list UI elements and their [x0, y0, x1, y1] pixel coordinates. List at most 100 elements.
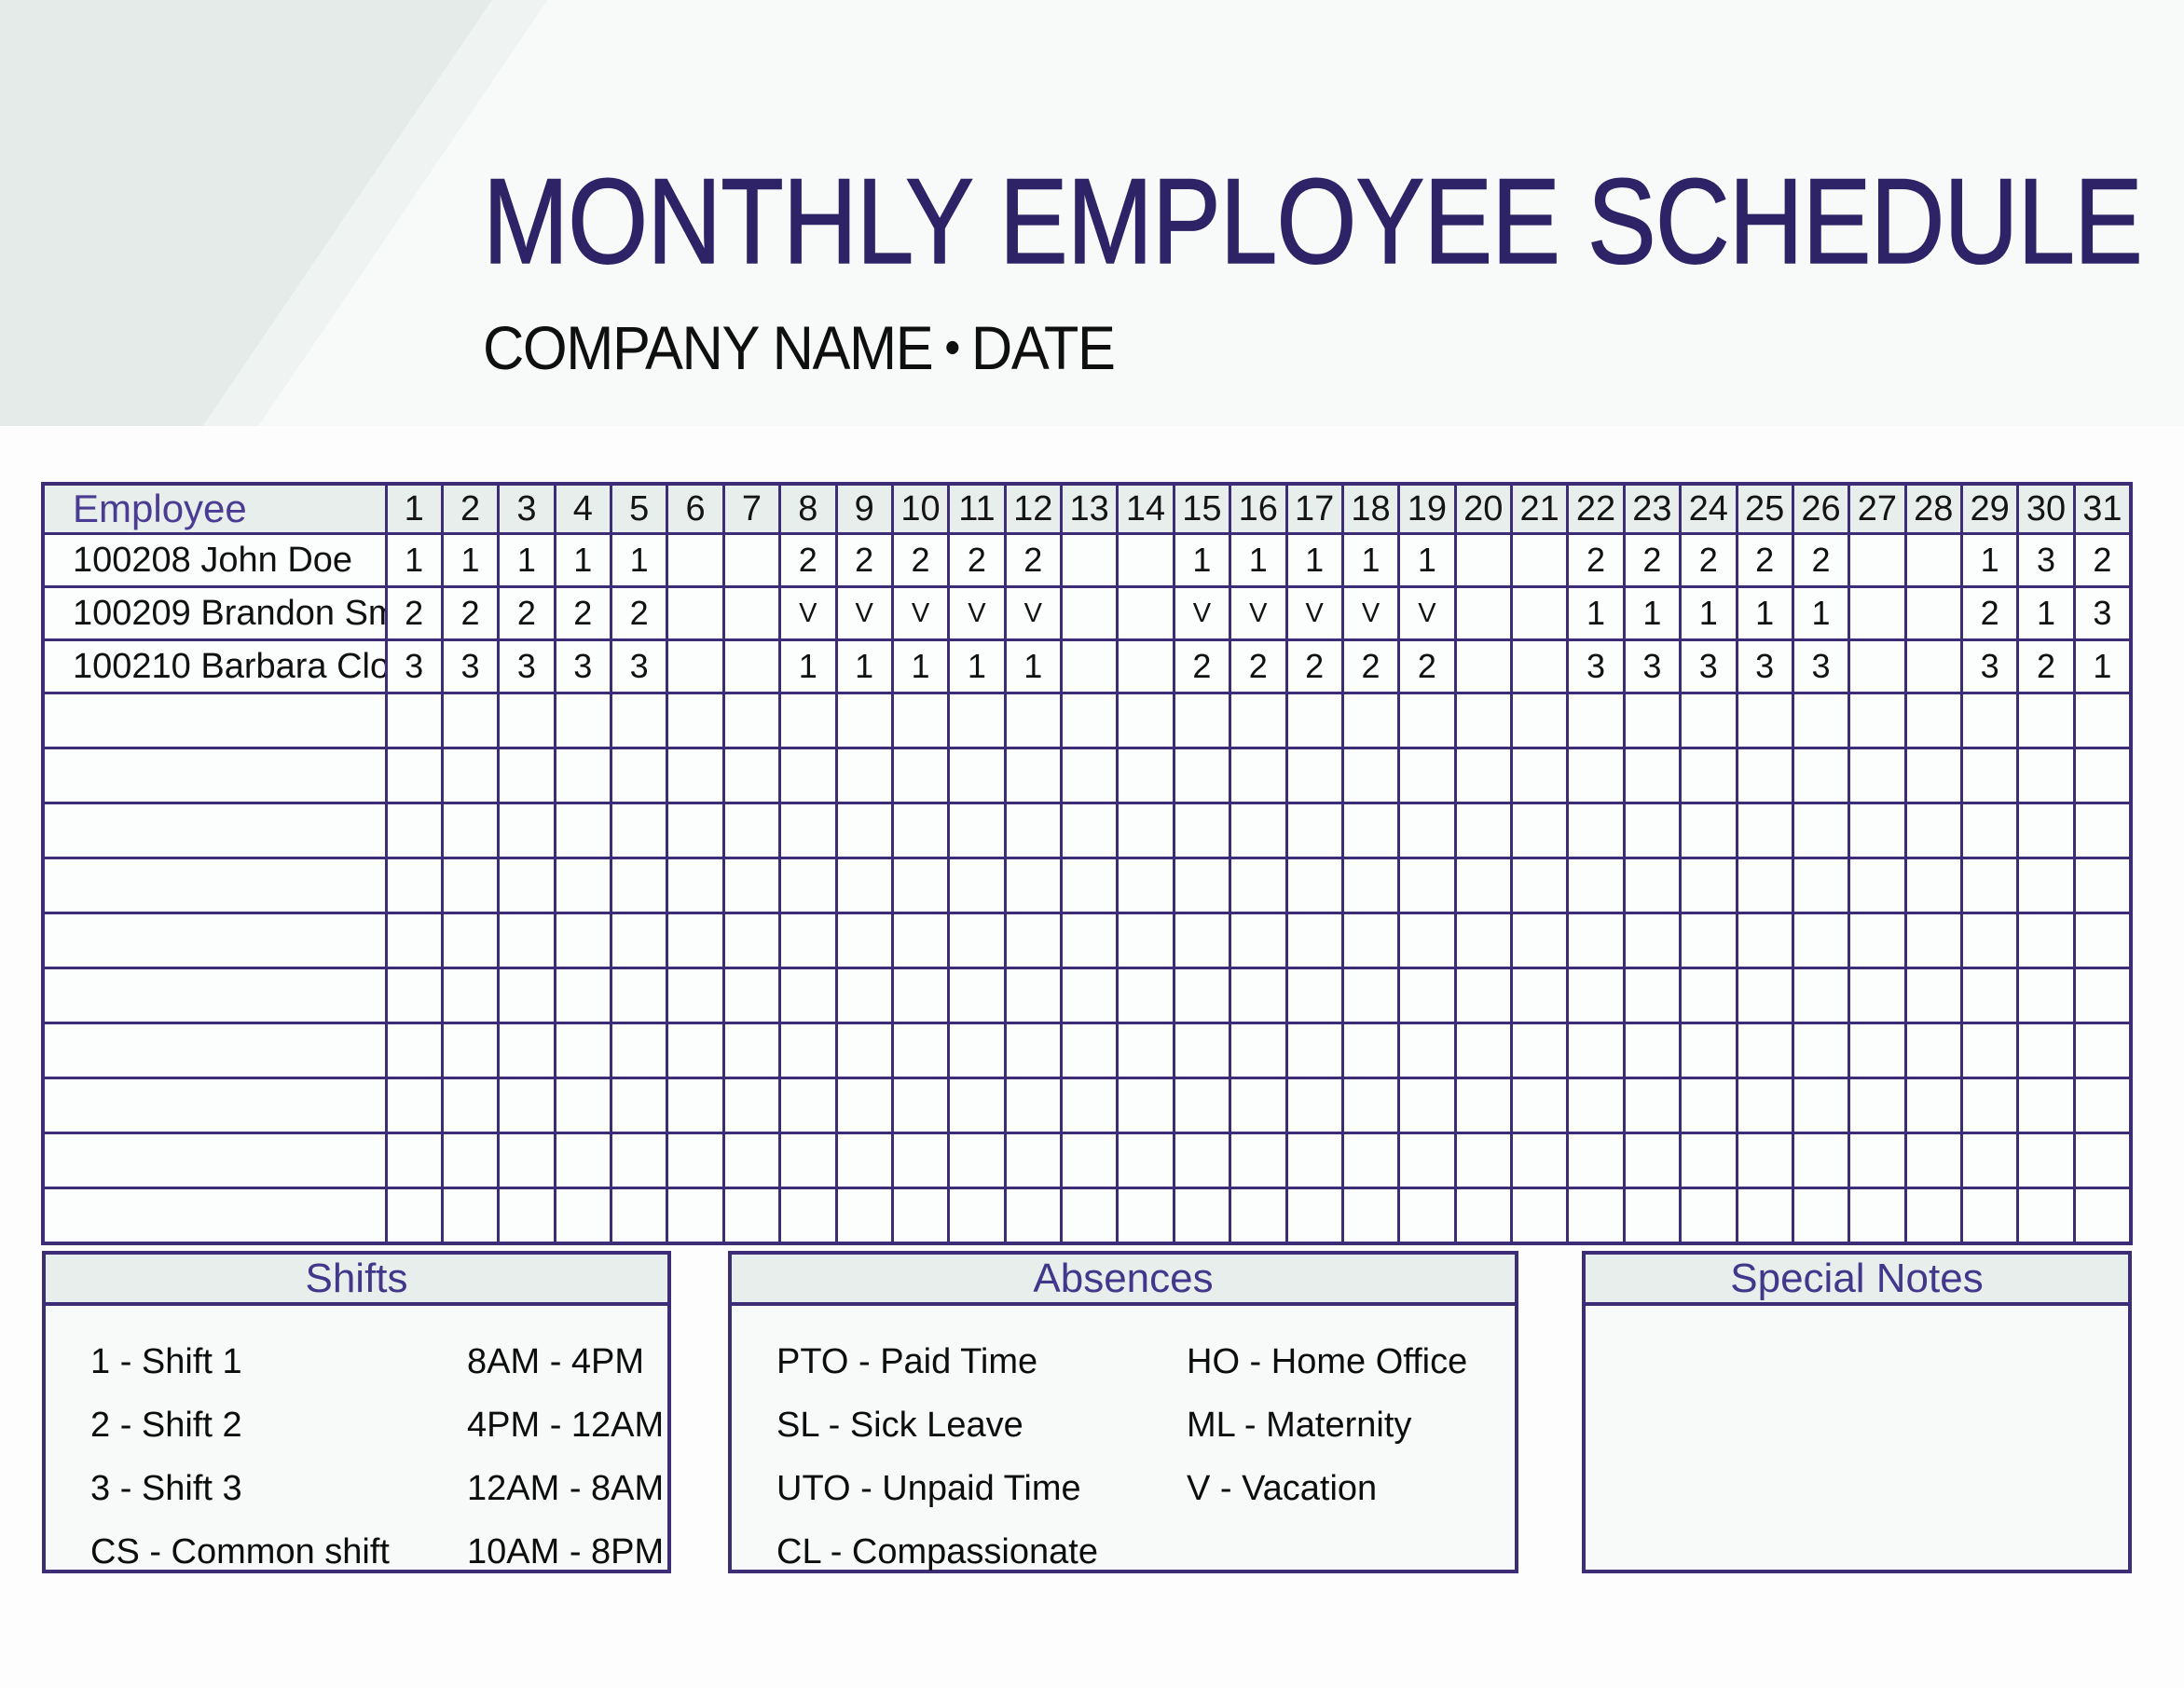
- empty-shift-cell: [1903, 967, 1964, 1024]
- shift-cell: V: [1397, 585, 1457, 641]
- empty-shift-cell: [721, 857, 782, 914]
- shift-cell: 1: [384, 532, 444, 588]
- shift-legend-item: 3 - Shift 3 12AM - 8AM: [90, 1457, 667, 1520]
- shift-cell: 2: [890, 532, 951, 588]
- empty-shift-cell: [1959, 692, 2020, 749]
- day-header: 20: [1453, 482, 1514, 535]
- empty-shift-cell: [778, 912, 838, 969]
- absences-legend-body: PTO - Paid Time HO - Home Office SL - Sick…: [732, 1306, 1515, 1584]
- empty-shift-cell: [553, 1187, 613, 1244]
- empty-shift-cell: [384, 967, 444, 1024]
- empty-shift-cell: [890, 857, 951, 914]
- empty-shift-cell: [1284, 967, 1344, 1024]
- shift-cell: 2: [1003, 532, 1064, 588]
- empty-shift-cell: [1622, 1187, 1683, 1244]
- empty-shift-cell: [1622, 1077, 1683, 1134]
- shift-cell: 1: [440, 532, 501, 588]
- shift-cell: 2: [609, 585, 669, 641]
- empty-shift-cell: [497, 1187, 556, 1244]
- empty-shift-cell: [1959, 1187, 2020, 1244]
- empty-shift-cell: [497, 692, 556, 749]
- empty-shift-cell: [1847, 692, 1907, 749]
- empty-shift-cell: [1959, 1022, 2020, 1079]
- empty-shift-cell: [1229, 1132, 1288, 1189]
- empty-shift-cell: [947, 802, 1007, 859]
- empty-shift-cell: [2072, 692, 2133, 749]
- empty-shift-cell: [1059, 802, 1119, 859]
- empty-shift-cell: [1059, 747, 1119, 804]
- empty-shift-cell: [1622, 802, 1683, 859]
- shift-cell: V: [1229, 585, 1288, 641]
- day-header: 13: [1059, 482, 1119, 535]
- shift-cell: 1: [2016, 585, 2076, 641]
- empty-shift-cell: [384, 1132, 444, 1189]
- empty-shift-cell: [1116, 912, 1175, 969]
- shift-cell: 2: [553, 585, 613, 641]
- empty-shift-cell: [2016, 912, 2076, 969]
- empty-shift-cell: [1622, 1132, 1683, 1189]
- empty-shift-cell: [553, 747, 613, 804]
- shifts-legend-box: Shifts 1 - Shift 1 8AM - 4PM 2 - Shift 2 4P…: [42, 1251, 671, 1573]
- absence-legend-item: SL - Sick Leave ML - Maternity: [776, 1393, 1515, 1457]
- day-header: 18: [1340, 482, 1401, 535]
- shift-cell: [1453, 585, 1514, 641]
- bullet-separator: •: [944, 321, 960, 375]
- empty-shift-cell: [1735, 1022, 1794, 1079]
- empty-shift-cell: [2016, 1077, 2076, 1134]
- empty-shift-cell: [1397, 967, 1457, 1024]
- empty-shift-cell: [778, 1187, 838, 1244]
- empty-shift-cell: [1284, 1022, 1344, 1079]
- empty-shift-cell: [947, 967, 1007, 1024]
- empty-shift-cell: [1509, 857, 1570, 914]
- day-header: 2: [440, 482, 501, 535]
- empty-shift-cell: [1679, 1132, 1738, 1189]
- empty-schedule-row: [41, 802, 2133, 859]
- empty-employee-name: [41, 1022, 388, 1079]
- empty-shift-cell: [2016, 747, 2076, 804]
- empty-shift-cell: [1284, 857, 1344, 914]
- empty-shift-cell: [1397, 1187, 1457, 1244]
- empty-employee-name: [41, 912, 388, 969]
- empty-shift-cell: [1453, 912, 1514, 969]
- shift-cell: 3: [2072, 585, 2133, 641]
- empty-shift-cell: [1116, 692, 1175, 749]
- day-header: 15: [1172, 482, 1232, 535]
- empty-shift-cell: [1284, 747, 1344, 804]
- day-header: 24: [1679, 482, 1738, 535]
- empty-shift-cell: [1791, 747, 1851, 804]
- empty-shift-cell: [1509, 1187, 1570, 1244]
- shift-cell: [1509, 585, 1570, 641]
- empty-shift-cell: [384, 1022, 444, 1079]
- empty-shift-cell: [609, 1132, 669, 1189]
- day-header: 11: [947, 482, 1007, 535]
- shift-cell: 1: [1791, 585, 1851, 641]
- empty-schedule-row: [41, 857, 2133, 914]
- shift-cell: [1509, 532, 1570, 588]
- empty-shift-cell: [1116, 1187, 1175, 1244]
- empty-shift-cell: [2072, 912, 2133, 969]
- empty-shift-cell: [1340, 857, 1401, 914]
- empty-shift-cell: [1903, 857, 1964, 914]
- empty-shift-cell: [1453, 1132, 1514, 1189]
- empty-shift-cell: [890, 1077, 951, 1134]
- empty-shift-cell: [609, 912, 669, 969]
- day-header: 9: [834, 482, 894, 535]
- empty-shift-cell: [1566, 692, 1626, 749]
- empty-shift-cell: [666, 857, 725, 914]
- empty-shift-cell: [440, 692, 501, 749]
- empty-shift-cell: [666, 912, 725, 969]
- empty-shift-cell: [1959, 857, 2020, 914]
- shifts-legend-title: Shifts: [46, 1255, 667, 1306]
- empty-shift-cell: [1847, 967, 1907, 1024]
- empty-shift-cell: [1059, 857, 1119, 914]
- empty-shift-cell: [1116, 857, 1175, 914]
- empty-shift-cell: [1566, 1077, 1626, 1134]
- empty-shift-cell: [1172, 1077, 1232, 1134]
- empty-shift-cell: [1847, 802, 1907, 859]
- empty-shift-cell: [384, 912, 444, 969]
- empty-shift-cell: [1453, 802, 1514, 859]
- shift-cell: 2: [1735, 532, 1794, 588]
- empty-schedule-row: [41, 967, 2133, 1024]
- empty-shift-cell: [834, 692, 894, 749]
